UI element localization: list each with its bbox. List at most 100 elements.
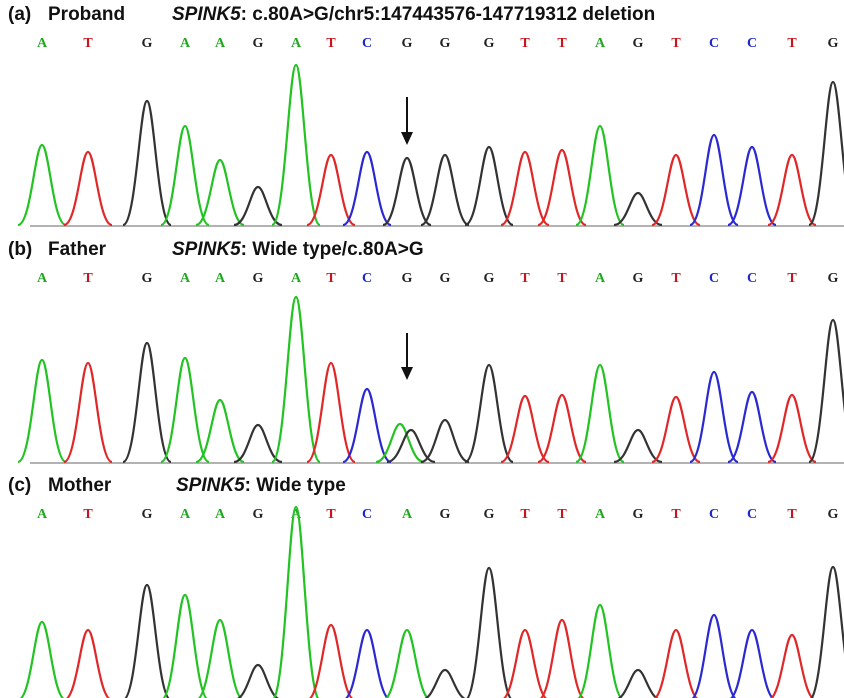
peak xyxy=(234,425,282,462)
description: : Wide type/c.80A>G xyxy=(241,239,424,260)
peak xyxy=(465,365,513,462)
gene: SPINK5 xyxy=(172,4,241,25)
base-call: T xyxy=(557,507,567,522)
peak xyxy=(123,343,171,462)
peak xyxy=(383,158,431,225)
base-call: T xyxy=(326,36,336,51)
base-call: C xyxy=(362,507,372,522)
peak xyxy=(809,567,844,698)
panel-label: (c) xyxy=(8,475,31,496)
peak xyxy=(421,670,469,698)
base-call: A xyxy=(37,271,48,286)
base-call: A xyxy=(180,507,191,522)
peak xyxy=(307,155,355,225)
peak xyxy=(161,358,209,462)
peak xyxy=(652,630,700,698)
base-call: T xyxy=(671,507,681,522)
base-call: T xyxy=(520,36,530,51)
peak xyxy=(538,395,586,462)
trace xyxy=(18,65,844,225)
peak xyxy=(690,615,738,698)
peak xyxy=(18,360,66,462)
peak xyxy=(421,420,469,462)
base-call: T xyxy=(787,271,797,286)
peak xyxy=(64,630,112,698)
base-call: G xyxy=(253,36,264,51)
base-call: A xyxy=(180,36,191,51)
base-call: G xyxy=(484,36,495,51)
peak xyxy=(383,630,431,698)
peak xyxy=(161,595,209,698)
sample-name: Father xyxy=(48,239,107,260)
peak xyxy=(64,363,112,462)
base-call: T xyxy=(520,507,530,522)
base-call: G xyxy=(142,507,153,522)
base-call: A xyxy=(215,507,226,522)
peak xyxy=(64,152,112,225)
arrow xyxy=(401,333,413,380)
panel-label: (b) xyxy=(8,239,32,260)
base-call: T xyxy=(326,271,336,286)
peak xyxy=(538,150,586,225)
base-call: G xyxy=(142,271,153,286)
peak xyxy=(343,630,391,698)
base-call: C xyxy=(747,271,757,286)
panel-label: (a) xyxy=(8,4,31,25)
base-call: A xyxy=(215,36,226,51)
base-call: G xyxy=(633,271,644,286)
base-call: A xyxy=(215,271,226,286)
base-call: A xyxy=(595,507,606,522)
peak xyxy=(690,372,738,462)
base-call: A xyxy=(180,271,191,286)
gene: SPINK5 xyxy=(176,475,245,496)
peak xyxy=(614,430,662,462)
peak xyxy=(18,145,66,225)
trace xyxy=(18,297,844,462)
peak xyxy=(18,622,66,698)
base-call: C xyxy=(709,271,719,286)
peak xyxy=(576,605,624,698)
peak xyxy=(501,396,549,462)
base-call: A xyxy=(291,271,302,286)
base-call: G xyxy=(253,507,264,522)
base-call: A xyxy=(595,36,606,51)
peak xyxy=(538,620,586,698)
peak xyxy=(123,585,171,698)
base-call: C xyxy=(362,36,372,51)
peak xyxy=(272,507,320,698)
peak xyxy=(809,320,844,462)
peak xyxy=(343,152,391,225)
peak xyxy=(196,160,244,225)
chromatogram-figure: (a)ProbandSPINK5: c.80A>G/chr5:147443576… xyxy=(0,0,844,698)
peak xyxy=(196,620,244,698)
base-call: G xyxy=(253,271,264,286)
peak xyxy=(576,365,624,462)
base-call: C xyxy=(747,507,757,522)
peak xyxy=(768,155,816,225)
base-call: T xyxy=(671,271,681,286)
peak xyxy=(272,65,320,225)
sample-name: Proband xyxy=(48,4,125,25)
peak xyxy=(728,630,776,698)
peak xyxy=(652,397,700,462)
peak xyxy=(465,147,513,225)
peak xyxy=(161,126,209,225)
base-call: T xyxy=(787,36,797,51)
peak xyxy=(272,297,320,462)
trace xyxy=(18,507,844,698)
description: : c.80A>G/chr5:147443576-147719312 delet… xyxy=(241,4,656,25)
peak xyxy=(123,101,171,225)
base-call: T xyxy=(557,271,567,286)
peak xyxy=(809,82,844,225)
base-call: G xyxy=(633,36,644,51)
panel-title: (a) Proband SPINK5: c.80A>G/chr5:147443576… xyxy=(8,4,655,25)
base-call: T xyxy=(83,36,93,51)
base-call: C xyxy=(747,36,757,51)
base-call: T xyxy=(83,507,93,522)
base-call: G xyxy=(402,271,413,286)
